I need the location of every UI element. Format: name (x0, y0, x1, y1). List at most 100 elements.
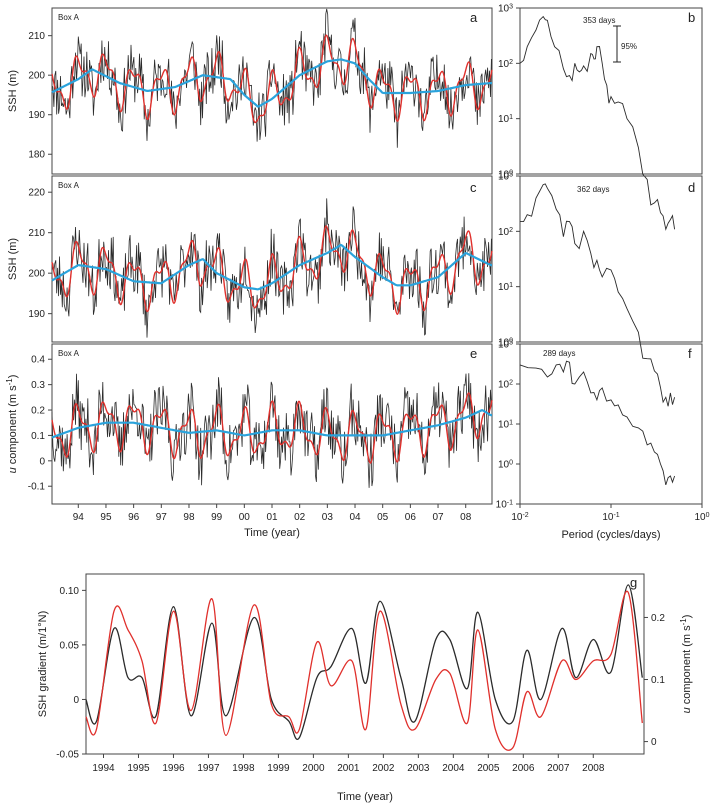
panel-d-ytick-label: 103 (498, 171, 513, 183)
panel-c-ytick-label: 200 (28, 269, 45, 280)
panel-a-frame (51, 7, 493, 175)
panel-e-xtick-label: 00 (239, 512, 251, 523)
panel-f-xtick-label: 10-1 (602, 512, 619, 524)
confidence-bar (613, 25, 621, 63)
panel-e-ytick-label: 0.4 (31, 355, 45, 366)
panel-g-ytick-left-label: -0.05 (56, 750, 79, 761)
panel-g-xtick-label: 2005 (477, 763, 500, 774)
panel-d-annotation-peak: 362 days (577, 185, 609, 194)
panel-g-xtick-label: 2000 (302, 763, 325, 774)
panel-g-ytick-right-label: 0.2 (651, 613, 665, 624)
panel-a-filtered-line (51, 34, 493, 124)
panel-f-yticks: 103 102 101 100 10-1 (496, 339, 520, 511)
panel-e-xtick-label: 94 (73, 512, 85, 523)
panel-e-xticks: 94 95 96 97 98 99 00 01 02 03 04 05 06 07 08 (73, 504, 472, 523)
panel-f-ytick-label: 10-1 (496, 499, 513, 511)
panel-g-xtick-label: 2008 (582, 763, 605, 774)
panel-d-ytick-label: 101 (498, 282, 513, 294)
panel-g-xtick-label: 1995 (127, 763, 150, 774)
panel-g-xtick-label: 1997 (197, 763, 220, 774)
panel-g-ytick-left-label: 0 (73, 695, 79, 706)
panel-a-letter: a (470, 10, 478, 25)
panel-g-xtick-label: 1996 (162, 763, 185, 774)
panel-f-frame (519, 343, 703, 505)
panel-c-ytick-label: 220 (28, 188, 45, 199)
panel-c-ytick-label: 210 (28, 228, 45, 239)
panel-f-xlabel: Period (cycles/days) (561, 529, 660, 541)
panel-g-ylabel-right-exp: -1 (679, 618, 688, 626)
panel-b-series (519, 15, 676, 231)
panel-e-trend-line (51, 409, 493, 439)
panel-g-xtick-label: 1994 (92, 763, 115, 774)
panel-g-letter: g (630, 575, 637, 590)
panel-c-ytick-label: 190 (28, 309, 45, 320)
panel-e: -0.1 0 0.1 0.2 0.3 0.4 94 95 96 97 98 99 00 01 02 03 04… (5, 343, 493, 539)
panel-a-series (51, 8, 493, 148)
panel-d-yticks: 103 102 101 100 (498, 171, 520, 349)
panel-g-ylabel-left: SSH gradient (m/1°N) (37, 611, 49, 718)
panel-b: 103 102 101 100 353 days 95% b (498, 3, 703, 231)
panel-c-trend-line (51, 243, 493, 291)
panel-c-yticks: 190 200 210 220 (28, 188, 52, 320)
panel-g-xticks: 1994 1995 1996 1997 1998 1999 2000 2001 2002 2003… (92, 754, 605, 774)
panel-g-frame (85, 573, 645, 755)
panel-a-yticks: 180 190 200 210 (28, 31, 52, 161)
panel-e-xtick-label: 96 (128, 512, 140, 523)
panel-g-u-component-line (85, 590, 643, 751)
panel-e-xlabel: Time (year) (244, 527, 300, 539)
panel-e-xtick-label: 05 (377, 512, 389, 523)
panel-f-letter: f (688, 346, 692, 361)
panel-e-xtick-label: 06 (405, 512, 417, 523)
panel-f-xticks: 10-2 10-1 100 (511, 504, 710, 524)
panel-g-ytick-right-label: 0 (651, 737, 657, 748)
panel-g-ytick-left-label: 0.10 (60, 586, 80, 597)
panel-g-xtick-label: 1999 (267, 763, 290, 774)
panel-f-xtick-label: 10-2 (511, 512, 528, 524)
panel-g-ssh-gradient-line (85, 584, 643, 740)
panel-d-frame (519, 175, 703, 343)
panel-e-ylabel: u component (m s-1) (5, 375, 20, 474)
panel-e-xtick-label: 95 (100, 512, 112, 523)
panel-e-xtick-label: 07 (432, 512, 444, 523)
panel-d-letter: d (688, 180, 695, 195)
panel-g-ylabel-right-var: u (681, 707, 693, 713)
panel-g: 0.100.050-0.05 0.20.10 1994 1995 1996 1997 1… (37, 573, 693, 803)
panel-e-ytick-label: 0.3 (31, 380, 45, 391)
panel-e-ytick-label: 0 (39, 456, 45, 467)
panel-e-xtick-label: 99 (211, 512, 223, 523)
panel-g-xtick-label: 2003 (407, 763, 430, 774)
panel-c-letter: c (470, 180, 477, 195)
panel-e-ylabel-text: component (m s (7, 385, 19, 467)
panel-d-spectrum-line (520, 183, 676, 407)
panel-g-ylabel-right-close: ) (681, 615, 693, 619)
panel-e-series (51, 373, 493, 488)
panel-c: 190 200 210 220 Box A c SSH (m) (7, 175, 493, 343)
panel-b-frame (519, 7, 703, 175)
panel-g-ytick-right-label: 0.1 (651, 675, 665, 686)
panel-b-annotation-peak: 353 days (583, 16, 615, 25)
panel-e-xtick-label: 97 (156, 512, 168, 523)
panel-e-ytick-label: 0.1 (31, 431, 45, 442)
panel-c-series (51, 198, 493, 338)
panel-e-xtick-label: 02 (294, 512, 306, 523)
panel-g-ytick-left-label: 0.05 (60, 640, 80, 651)
panel-f-ytick-label: 100 (498, 459, 513, 471)
panel-e-ytick-label: 0.2 (31, 406, 45, 417)
panel-c-box-label: Box A (58, 181, 80, 190)
panel-e-xtick-label: 03 (322, 512, 334, 523)
panel-d-ytick-label: 102 (498, 226, 513, 238)
panel-b-letter: b (688, 10, 695, 25)
panel-c-frame (51, 175, 493, 343)
panel-f-xtick-label: 100 (694, 512, 709, 524)
panel-a-raw-line (51, 8, 492, 148)
panel-g-ylabel-right-text: component (m s (681, 625, 693, 707)
panel-a-ytick-label: 200 (28, 71, 45, 82)
panel-g-yticks-left: 0.10 0.05 0 -0.05 (56, 586, 86, 761)
panel-g-xtick-label: 2001 (337, 763, 360, 774)
panel-e-xtick-label: 01 (266, 512, 278, 523)
panel-e-letter: e (470, 346, 477, 361)
panel-e-ylabel-exp: -1 (5, 378, 14, 386)
panel-b-ytick-label: 102 (498, 58, 513, 70)
panel-c-ylabel: SSH (m) (7, 238, 19, 280)
